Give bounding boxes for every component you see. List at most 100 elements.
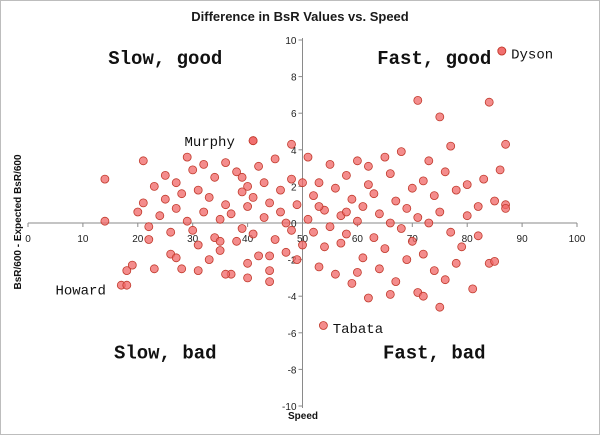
y-tick-label: 0 xyxy=(291,219,297,230)
data-point xyxy=(385,218,395,228)
y-tick-label: -10 xyxy=(282,402,297,413)
data-point xyxy=(237,172,247,182)
data-point xyxy=(193,240,203,250)
data-point xyxy=(204,255,214,265)
data-point xyxy=(215,246,225,255)
data-point xyxy=(188,165,198,175)
y-tick-label: -6 xyxy=(288,329,297,340)
data-point xyxy=(133,207,143,217)
data-point xyxy=(149,264,159,274)
data-point xyxy=(325,222,335,232)
data-point xyxy=(479,174,489,184)
data-point xyxy=(199,207,209,217)
x-tick-label: 80 xyxy=(462,234,474,245)
player-label: Dyson xyxy=(511,47,553,63)
data-point xyxy=(127,260,137,270)
data-point xyxy=(374,264,384,274)
data-point xyxy=(276,185,285,195)
data-point xyxy=(429,266,439,276)
data-point xyxy=(287,174,296,184)
data-point xyxy=(138,198,148,208)
y-tick-label: 6 xyxy=(291,109,297,120)
data-point xyxy=(396,224,406,233)
data-point xyxy=(418,176,428,186)
y-axis-title: BsR/600 - Expected BsR/600 xyxy=(13,154,24,290)
annotated-point xyxy=(248,136,258,146)
data-point xyxy=(171,253,181,263)
data-point xyxy=(243,202,253,211)
data-point xyxy=(473,202,483,211)
data-point xyxy=(391,277,401,287)
data-point xyxy=(265,198,275,208)
data-point xyxy=(391,196,401,206)
data-point xyxy=(171,203,181,213)
data-point xyxy=(330,183,340,193)
data-point xyxy=(270,235,280,244)
data-point xyxy=(501,203,511,213)
data-point xyxy=(424,156,434,166)
data-point xyxy=(330,269,340,279)
data-point xyxy=(221,269,231,279)
data-point xyxy=(182,216,192,226)
data-point xyxy=(160,170,170,180)
data-point xyxy=(309,191,318,201)
x-tick-label: 10 xyxy=(77,234,89,245)
data-point xyxy=(160,194,170,204)
data-point xyxy=(352,267,362,277)
data-point xyxy=(243,258,253,268)
data-point xyxy=(341,207,351,217)
data-point xyxy=(254,161,264,171)
data-point xyxy=(243,181,253,191)
data-point xyxy=(259,213,269,222)
data-point xyxy=(237,224,247,233)
data-point xyxy=(435,207,445,217)
y-tick-label: -8 xyxy=(288,365,297,376)
data-point xyxy=(259,178,269,188)
data-point xyxy=(347,194,357,204)
player-annotations: Dyson Murphy Howard Tabata xyxy=(55,46,553,338)
data-point xyxy=(149,181,159,191)
data-point xyxy=(314,202,324,211)
data-point xyxy=(270,154,280,164)
data-point xyxy=(232,236,242,246)
data-point xyxy=(314,178,324,188)
y-tick-label: 8 xyxy=(291,73,297,84)
data-point xyxy=(429,191,439,201)
data-point xyxy=(248,229,258,239)
data-point xyxy=(166,227,176,237)
data-point xyxy=(369,233,379,243)
data-point xyxy=(402,203,412,213)
data-point xyxy=(369,189,379,199)
quadrant-label: Fast, bad xyxy=(383,342,486,364)
data-point xyxy=(385,289,395,299)
x-tick-label: 30 xyxy=(187,234,199,245)
data-point xyxy=(320,242,329,252)
data-points xyxy=(100,46,511,312)
data-point xyxy=(171,178,181,188)
data-point xyxy=(276,207,285,217)
data-point xyxy=(188,225,198,235)
data-point xyxy=(298,240,307,250)
data-point xyxy=(243,273,253,283)
data-point xyxy=(435,112,445,122)
data-point xyxy=(490,196,500,206)
data-point xyxy=(380,152,390,162)
data-point xyxy=(144,222,154,232)
quadrant-label: Slow, good xyxy=(108,48,222,70)
data-point xyxy=(281,247,291,257)
data-point xyxy=(385,169,395,179)
x-tick-label: 20 xyxy=(132,234,144,245)
data-point xyxy=(177,264,187,274)
annotated-point xyxy=(122,280,132,290)
player-label: Murphy xyxy=(184,135,234,151)
data-point xyxy=(221,200,231,210)
player-label: Howard xyxy=(55,283,105,299)
data-point xyxy=(144,235,154,244)
data-point xyxy=(413,213,423,222)
x-tick-label: 50 xyxy=(297,234,309,245)
data-point xyxy=(215,236,225,246)
data-point xyxy=(358,202,368,211)
annotated-point xyxy=(497,46,507,56)
